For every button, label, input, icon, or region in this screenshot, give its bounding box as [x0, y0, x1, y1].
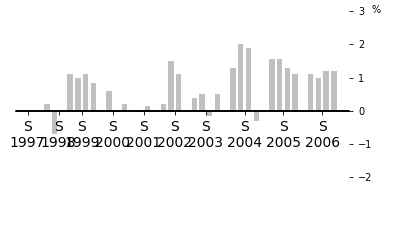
- Bar: [122, 104, 127, 111]
- Bar: [114, 111, 119, 112]
- Bar: [191, 98, 197, 111]
- Bar: [29, 111, 34, 112]
- Bar: [52, 111, 58, 134]
- Bar: [91, 83, 96, 111]
- Bar: [269, 59, 274, 111]
- Bar: [145, 106, 150, 111]
- Bar: [199, 94, 205, 111]
- Bar: [254, 111, 259, 121]
- Bar: [137, 111, 143, 112]
- Bar: [324, 71, 329, 111]
- Bar: [75, 78, 81, 111]
- Bar: [207, 111, 212, 116]
- Bar: [238, 44, 243, 111]
- Bar: [285, 68, 290, 111]
- Bar: [67, 74, 73, 111]
- Bar: [292, 74, 298, 111]
- Bar: [277, 59, 282, 111]
- Bar: [106, 91, 112, 111]
- Bar: [44, 104, 50, 111]
- Bar: [230, 68, 236, 111]
- Bar: [168, 61, 174, 111]
- Bar: [316, 78, 321, 111]
- Y-axis label: %: %: [372, 5, 381, 15]
- Bar: [331, 71, 337, 111]
- Bar: [83, 74, 89, 111]
- Bar: [308, 74, 313, 111]
- Bar: [176, 74, 181, 111]
- Bar: [215, 94, 220, 111]
- Bar: [160, 104, 166, 111]
- Bar: [246, 48, 251, 111]
